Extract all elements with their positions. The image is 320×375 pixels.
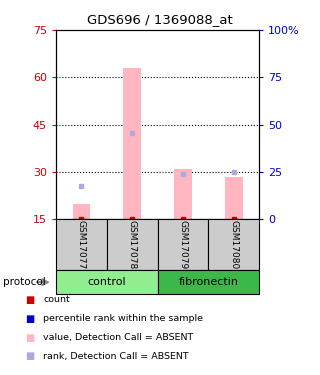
Text: percentile rank within the sample: percentile rank within the sample: [43, 314, 203, 323]
Text: GDS696 / 1369088_at: GDS696 / 1369088_at: [87, 13, 233, 26]
Text: GSM17078: GSM17078: [128, 220, 137, 269]
Bar: [174, 169, 192, 219]
Text: ■: ■: [26, 351, 35, 361]
Text: GSM17077: GSM17077: [77, 220, 86, 269]
Text: ■: ■: [26, 314, 35, 324]
Bar: [158, 219, 208, 270]
Bar: [225, 177, 243, 219]
Bar: [123, 68, 141, 219]
Text: rank, Detection Call = ABSENT: rank, Detection Call = ABSENT: [43, 352, 189, 361]
Text: protocol: protocol: [3, 277, 46, 287]
Bar: [158, 270, 259, 294]
Bar: [73, 204, 90, 219]
Bar: [107, 219, 158, 270]
Bar: [56, 219, 107, 270]
Text: value, Detection Call = ABSENT: value, Detection Call = ABSENT: [43, 333, 194, 342]
Text: control: control: [87, 277, 126, 287]
Text: ■: ■: [26, 333, 35, 342]
Bar: [208, 219, 259, 270]
Text: ■: ■: [26, 295, 35, 305]
Text: GSM17080: GSM17080: [229, 220, 238, 269]
Text: count: count: [43, 296, 70, 304]
Text: GSM17079: GSM17079: [179, 220, 188, 269]
Bar: [56, 270, 158, 294]
Text: fibronectin: fibronectin: [179, 277, 238, 287]
